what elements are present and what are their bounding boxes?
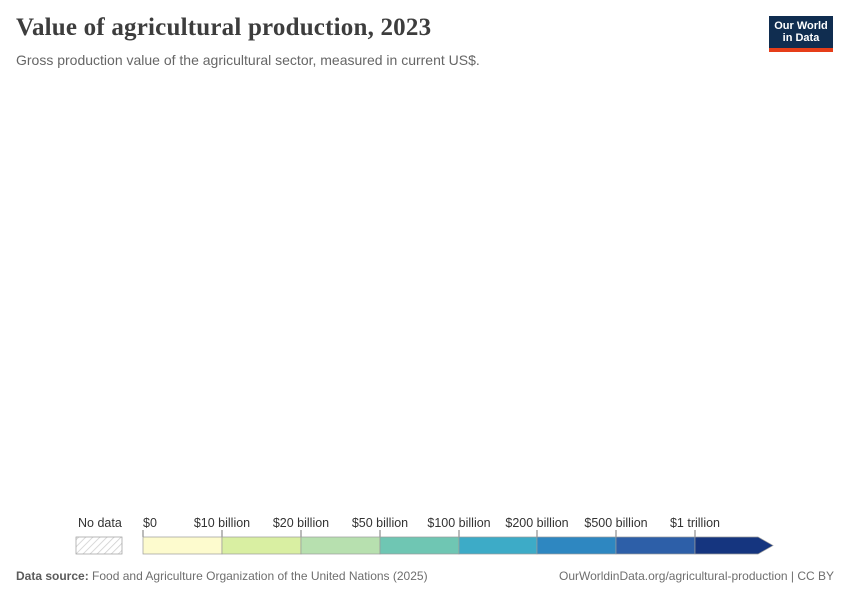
svg-text:$10 billion: $10 billion — [194, 516, 250, 530]
svg-text:$0: $0 — [143, 516, 157, 530]
svg-text:$500 billion: $500 billion — [584, 516, 647, 530]
svg-text:$200 billion: $200 billion — [505, 516, 568, 530]
svg-text:$20 billion: $20 billion — [273, 516, 329, 530]
svg-text:$100 billion: $100 billion — [427, 516, 490, 530]
svg-text:No data: No data — [78, 516, 122, 530]
svg-text:$50 billion: $50 billion — [352, 516, 408, 530]
svg-text:$1 trillion: $1 trillion — [670, 516, 720, 530]
